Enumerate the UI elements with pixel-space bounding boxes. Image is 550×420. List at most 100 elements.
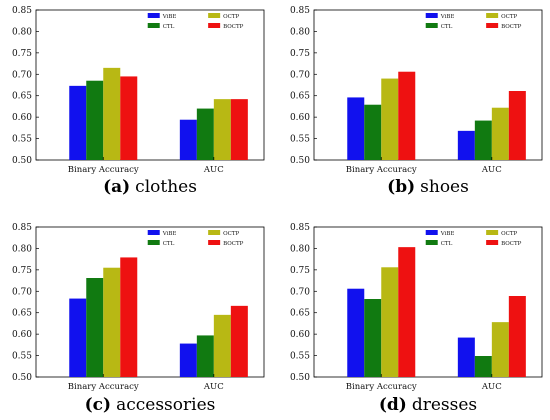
chart-panel-1: 0.50 0.55 0.60 0.65 0.70 0.75 0.80 0.85 Binary A… <box>12 6 265 197</box>
bar-boctp-binary-accuracy <box>398 247 416 377</box>
y-tick-label: 0.65 <box>12 309 32 319</box>
caption-text: shoes <box>420 177 469 197</box>
y-tick-label: 0.70 <box>290 70 310 80</box>
legend-label-ctl: CTL <box>163 24 175 30</box>
legend-label-boctp: BOCTP <box>501 241 522 247</box>
y-tick-label: 0.75 <box>290 266 310 276</box>
caption-letter: (d) <box>379 395 407 415</box>
y-tick-label: 0.60 <box>12 330 32 340</box>
legend-swatch-octp <box>208 230 221 235</box>
y-tick-label: 0.55 <box>12 352 32 362</box>
bar-octp-auc <box>213 99 231 160</box>
legend-label-boctp: BOCTP <box>223 24 244 30</box>
legend-label-ctl: CTL <box>163 241 175 247</box>
y-tick-label: 0.75 <box>12 266 32 276</box>
legend-label-boctp: BOCTP <box>501 24 522 30</box>
legend-swatch-vibe <box>425 13 438 18</box>
bar-vibe-binary-accuracy <box>69 85 87 160</box>
y-tick-label: 0.80 <box>290 27 310 37</box>
chart-panel-4: 0.50 0.55 0.60 0.65 0.70 0.75 0.80 0.85 Binary A… <box>290 223 543 415</box>
y-tick-label: 0.70 <box>12 287 32 297</box>
y-tick-label: 0.85 <box>12 6 32 16</box>
x-tick-label: AUC <box>203 165 224 175</box>
x-tick-label: Binary Accuracy <box>346 165 417 175</box>
x-tick-label: Binary Accuracy <box>68 382 139 392</box>
y-tick-label: 0.50 <box>12 373 32 383</box>
plot-frame <box>313 226 543 378</box>
plot-frame <box>35 226 265 378</box>
y-tick-label: 0.70 <box>290 287 310 297</box>
legend-swatch-boctp <box>486 240 499 245</box>
panel-caption: (b) shoes <box>387 177 469 197</box>
legend-swatch-ctl <box>147 23 160 28</box>
plot-frame <box>313 9 543 161</box>
caption-text: accessories <box>116 395 215 415</box>
chart-panel-2: 0.50 0.55 0.60 0.65 0.70 0.75 0.80 0.85 Binary A… <box>290 6 543 197</box>
bar-boctp-auc <box>508 296 526 377</box>
legend-swatch-ctl <box>425 240 438 245</box>
bar-vibe-auc <box>179 343 197 377</box>
y-tick-label: 0.65 <box>290 309 310 319</box>
panel-caption: (d) dresses <box>379 395 477 415</box>
legend-label-octp: OCTP <box>501 231 517 237</box>
bar-octp-binary-accuracy <box>381 267 399 377</box>
plot-frame <box>35 9 265 161</box>
y-tick-label: 0.75 <box>290 49 310 59</box>
legend: ViBE CTL OCTP BOCTP <box>425 13 522 30</box>
y-tick-label: 0.55 <box>12 135 32 145</box>
legend-label-vibe: ViBE <box>162 14 177 20</box>
y-tick-label: 0.85 <box>12 223 32 233</box>
legend-swatch-vibe <box>147 230 160 235</box>
bar-boctp-auc <box>508 91 526 160</box>
y-tick-label: 0.85 <box>290 223 310 233</box>
bar-vibe-binary-accuracy <box>69 298 87 377</box>
caption-letter: (c) <box>85 395 111 415</box>
bar-octp-binary-accuracy <box>381 78 399 160</box>
y-tick-label: 0.80 <box>12 244 32 254</box>
bar-ctl-binary-accuracy <box>364 104 382 160</box>
y-tick-label: 0.50 <box>12 156 32 166</box>
bar-octp-binary-accuracy <box>103 267 121 377</box>
legend-swatch-boctp <box>208 23 221 28</box>
y-tick-label: 0.55 <box>290 135 310 145</box>
bar-ctl-auc <box>196 108 214 160</box>
y-tick-label: 0.75 <box>12 49 32 59</box>
y-tick-label: 0.55 <box>290 352 310 362</box>
y-tick-label: 0.50 <box>290 373 310 383</box>
caption-text: clothes <box>135 177 197 197</box>
bar-vibe-binary-accuracy <box>347 97 365 160</box>
legend-swatch-octp <box>486 230 499 235</box>
bar-boctp-binary-accuracy <box>398 71 416 160</box>
bar-boctp-auc <box>230 305 248 377</box>
bar-boctp-auc <box>230 99 248 160</box>
y-tick-label: 0.70 <box>12 70 32 80</box>
x-tick-label: Binary Accuracy <box>68 165 139 175</box>
legend-swatch-boctp <box>486 23 499 28</box>
bar-ctl-binary-accuracy <box>86 80 104 160</box>
legend-label-octp: OCTP <box>223 14 239 20</box>
bar-ctl-binary-accuracy <box>364 299 382 377</box>
legend-label-ctl: CTL <box>441 24 453 30</box>
y-tick-label: 0.65 <box>12 92 32 102</box>
y-tick-label: 0.50 <box>290 156 310 166</box>
panel-caption: (c) accessories <box>85 395 216 415</box>
legend-label-octp: OCTP <box>501 14 517 20</box>
legend-label-ctl: CTL <box>441 241 453 247</box>
bar-ctl-binary-accuracy <box>86 278 104 377</box>
bar-ctl-auc <box>474 356 492 377</box>
legend-swatch-octp <box>486 13 499 18</box>
y-tick-label: 0.80 <box>12 27 32 37</box>
panel-caption: (a) clothes <box>103 177 197 197</box>
y-tick-label: 0.60 <box>12 113 32 123</box>
bar-octp-binary-accuracy <box>103 67 121 160</box>
caption-letter: (a) <box>103 177 130 197</box>
bar-vibe-binary-accuracy <box>347 288 365 377</box>
y-tick-label: 0.80 <box>290 244 310 254</box>
legend-label-vibe: ViBE <box>162 231 177 237</box>
legend-swatch-ctl <box>147 240 160 245</box>
bar-ctl-auc <box>474 120 492 160</box>
x-tick-label: AUC <box>481 165 502 175</box>
bar-boctp-binary-accuracy <box>120 76 138 160</box>
legend: ViBE CTL OCTP BOCTP <box>147 230 244 247</box>
